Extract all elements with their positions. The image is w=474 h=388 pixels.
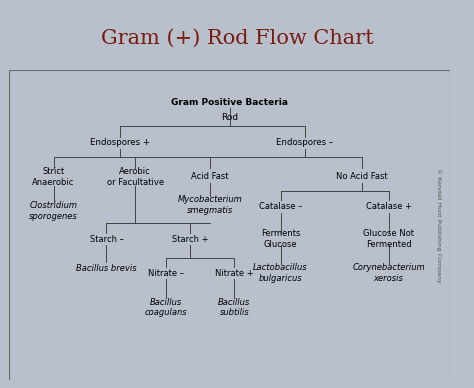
Text: Ferments
Glucose: Ferments Glucose [261,229,300,249]
Text: Glucose Not
Fermented: Glucose Not Fermented [363,229,414,249]
Text: Rod: Rod [221,113,238,123]
Text: Mycobacterium
smegmatis: Mycobacterium smegmatis [178,195,242,215]
Text: Gram (+) Rod Flow Chart: Gram (+) Rod Flow Chart [100,29,374,48]
Text: Starch –: Starch – [90,234,123,244]
Text: Catalase –: Catalase – [259,202,302,211]
Text: Catalase +: Catalase + [365,202,411,211]
Text: Clostridium
sporogenes: Clostridium sporogenes [29,201,78,221]
Text: Nitrate –: Nitrate – [148,268,184,278]
Text: Bacillus
coagulans: Bacillus coagulans [145,298,187,317]
Text: Aerobic
or Facultative: Aerobic or Facultative [107,167,164,187]
Text: Corynebacterium
xerosis: Corynebacterium xerosis [352,263,425,283]
Text: Acid Fast: Acid Fast [191,172,229,182]
Text: Nitrate +: Nitrate + [215,268,254,278]
Text: Lactobacillus
bulgaricus: Lactobacillus bulgaricus [253,263,308,283]
Text: Endospores –: Endospores – [276,138,333,147]
Text: © Kendall Hunt Publishing Company: © Kendall Hunt Publishing Company [437,168,442,282]
Text: No Acid Fast: No Acid Fast [337,172,388,182]
Text: Starch +: Starch + [172,234,209,244]
Text: Gram Positive Bacteria: Gram Positive Bacteria [172,98,288,107]
Text: Strict
Anaerobic: Strict Anaerobic [32,167,75,187]
Text: Endospores +: Endospores + [90,138,150,147]
Text: Bacillus
subtilis: Bacillus subtilis [218,298,250,317]
Text: Bacillus brevis: Bacillus brevis [76,264,137,273]
